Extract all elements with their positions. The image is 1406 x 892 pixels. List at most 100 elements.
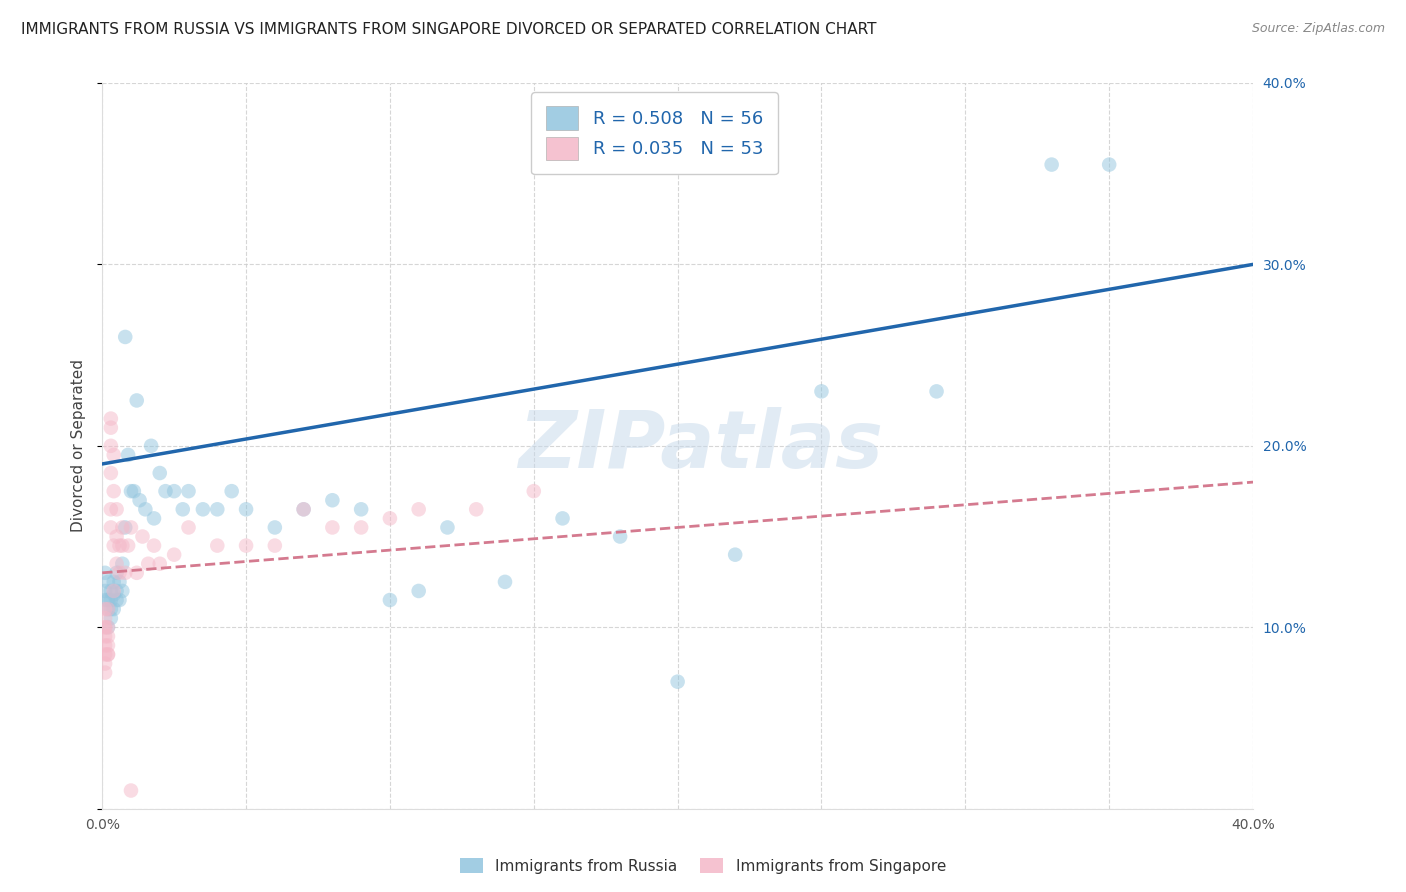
Point bbox=[810, 384, 832, 399]
Point bbox=[523, 484, 546, 499]
Point bbox=[105, 593, 128, 607]
Point bbox=[163, 484, 186, 499]
Point bbox=[235, 502, 257, 516]
Point bbox=[125, 393, 148, 408]
Point bbox=[100, 611, 122, 625]
Point bbox=[97, 602, 120, 616]
Point bbox=[263, 539, 285, 553]
Point bbox=[103, 602, 125, 616]
Point bbox=[1040, 158, 1063, 172]
Point bbox=[207, 539, 229, 553]
Point bbox=[97, 602, 120, 616]
Point bbox=[111, 520, 134, 534]
Point bbox=[143, 511, 166, 525]
Point bbox=[97, 648, 120, 662]
Point bbox=[100, 584, 122, 599]
Point bbox=[105, 557, 128, 571]
Point bbox=[94, 639, 117, 653]
Point bbox=[378, 593, 401, 607]
Text: Source: ZipAtlas.com: Source: ZipAtlas.com bbox=[1251, 22, 1385, 36]
Point bbox=[494, 574, 516, 589]
Point bbox=[378, 511, 401, 525]
Text: IMMIGRANTS FROM RUSSIA VS IMMIGRANTS FROM SINGAPORE DIVORCED OR SEPARATED CORREL: IMMIGRANTS FROM RUSSIA VS IMMIGRANTS FRO… bbox=[21, 22, 876, 37]
Point bbox=[105, 566, 128, 580]
Point bbox=[103, 539, 125, 553]
Point bbox=[120, 520, 142, 534]
Point bbox=[94, 657, 117, 671]
Point bbox=[125, 566, 148, 580]
Y-axis label: Divorced or Separated: Divorced or Separated bbox=[72, 359, 86, 533]
Point bbox=[105, 502, 128, 516]
Point bbox=[292, 502, 315, 516]
Point bbox=[103, 584, 125, 599]
Point bbox=[925, 384, 948, 399]
Point bbox=[103, 448, 125, 462]
Point bbox=[94, 611, 117, 625]
Point bbox=[97, 620, 120, 634]
Point bbox=[117, 539, 139, 553]
Point bbox=[465, 502, 488, 516]
Point bbox=[94, 665, 117, 680]
Point bbox=[108, 574, 131, 589]
Point bbox=[103, 588, 125, 602]
Point bbox=[100, 593, 122, 607]
Point bbox=[94, 566, 117, 580]
Point bbox=[292, 502, 315, 516]
Point bbox=[136, 557, 159, 571]
Point bbox=[350, 502, 373, 516]
Point bbox=[120, 484, 142, 499]
Point bbox=[143, 539, 166, 553]
Point bbox=[221, 484, 243, 499]
Point bbox=[97, 629, 120, 643]
Point bbox=[149, 557, 172, 571]
Point bbox=[97, 648, 120, 662]
Point bbox=[1098, 158, 1121, 172]
Point bbox=[114, 566, 136, 580]
Point bbox=[724, 548, 747, 562]
Point bbox=[97, 593, 120, 607]
Point bbox=[111, 584, 134, 599]
Point bbox=[436, 520, 458, 534]
Point bbox=[191, 502, 214, 516]
Point bbox=[120, 783, 142, 797]
Point bbox=[207, 502, 229, 516]
Point bbox=[100, 602, 122, 616]
Point bbox=[94, 593, 117, 607]
Point bbox=[111, 557, 134, 571]
Point bbox=[128, 493, 150, 508]
Point bbox=[94, 584, 117, 599]
Point bbox=[100, 502, 122, 516]
Point bbox=[100, 439, 122, 453]
Point bbox=[177, 484, 200, 499]
Point bbox=[551, 511, 574, 525]
Point bbox=[97, 574, 120, 589]
Point bbox=[666, 674, 689, 689]
Point bbox=[94, 620, 117, 634]
Point bbox=[94, 648, 117, 662]
Point bbox=[103, 574, 125, 589]
Point bbox=[321, 520, 343, 534]
Point bbox=[609, 529, 631, 543]
Point bbox=[117, 448, 139, 462]
Point bbox=[105, 584, 128, 599]
Text: ZIPatlas: ZIPatlas bbox=[519, 407, 883, 485]
Point bbox=[163, 548, 186, 562]
Point bbox=[108, 539, 131, 553]
Point bbox=[114, 330, 136, 344]
Point bbox=[122, 484, 145, 499]
Point bbox=[97, 620, 120, 634]
Point bbox=[108, 593, 131, 607]
Point bbox=[103, 484, 125, 499]
Point bbox=[105, 529, 128, 543]
Point bbox=[149, 466, 172, 480]
Legend: Immigrants from Russia, Immigrants from Singapore: Immigrants from Russia, Immigrants from … bbox=[454, 852, 952, 880]
Point bbox=[350, 520, 373, 534]
Point bbox=[94, 629, 117, 643]
Point bbox=[172, 502, 194, 516]
Point bbox=[408, 584, 430, 599]
Point bbox=[408, 502, 430, 516]
Point bbox=[108, 566, 131, 580]
Point bbox=[94, 602, 117, 616]
Point bbox=[155, 484, 177, 499]
Point bbox=[263, 520, 285, 534]
